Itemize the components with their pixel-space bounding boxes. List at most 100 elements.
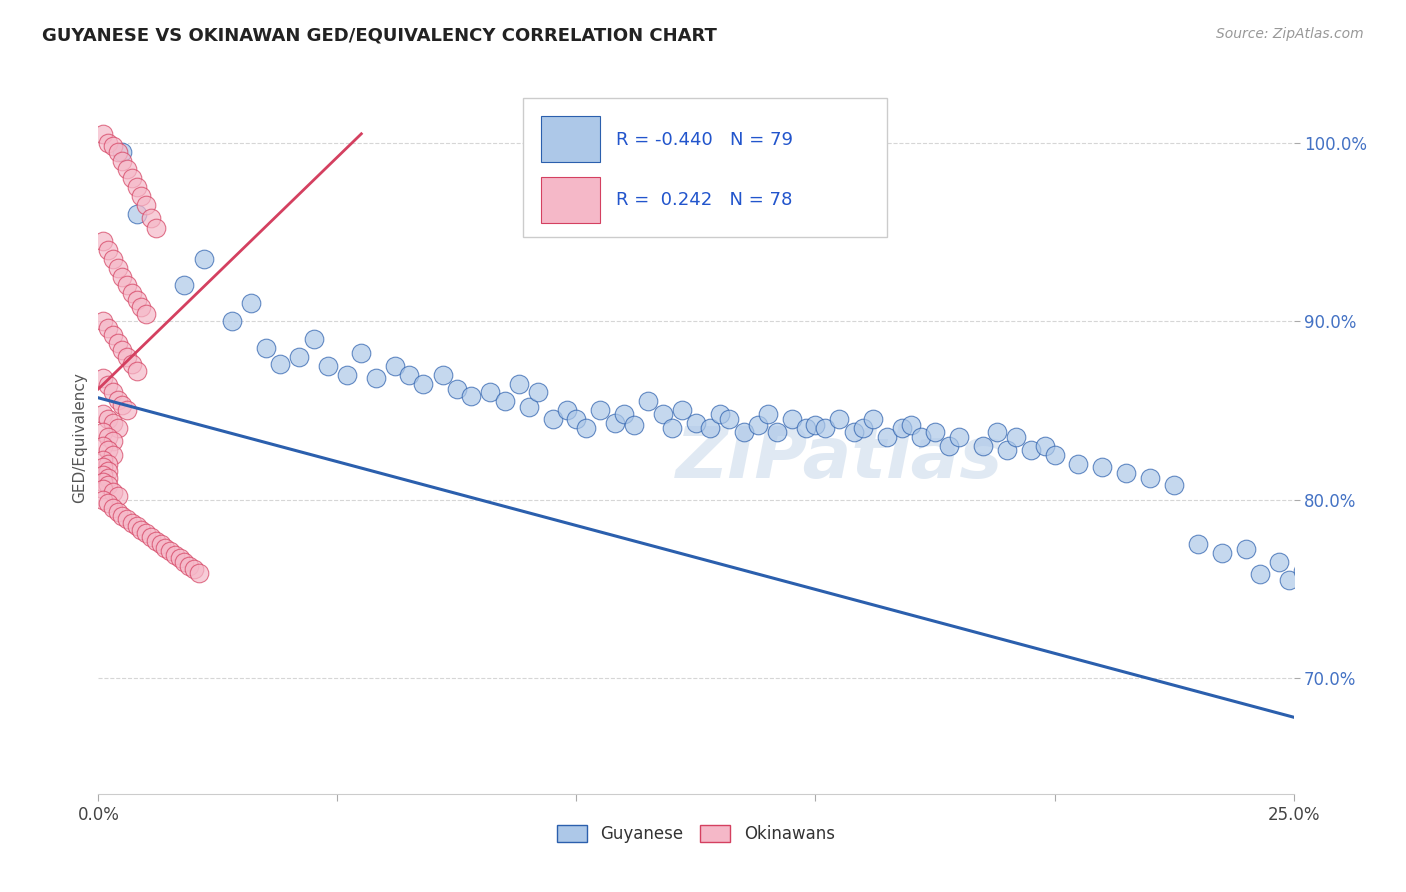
Point [115,512,138,526]
Point [613,407,636,421]
Point [876,430,898,444]
Point [91,407,114,421]
Point [828,412,851,426]
Point [115,162,138,177]
Point [555,403,578,417]
Point [221,314,243,328]
Point [131,523,153,537]
Point [288,350,311,364]
Point [107,421,129,435]
Point [350,346,373,360]
Point [995,442,1018,457]
Text: ZIPatlas: ZIPatlas [676,424,1002,493]
Point [121,285,143,300]
Point [651,407,673,421]
Point [862,412,884,426]
Point [101,385,124,400]
Point [527,385,550,400]
Point [910,430,932,444]
Point [1115,466,1137,480]
Point [756,407,779,421]
Point [97,496,120,510]
Point [97,442,120,457]
Point [111,145,134,159]
Point [494,394,516,409]
Text: R =  0.242   N = 78: R = 0.242 N = 78 [616,191,792,209]
Point [101,328,124,343]
Point [302,332,325,346]
Point [125,293,148,307]
Point [747,417,769,432]
Point [115,278,138,293]
Point [107,489,129,503]
Point [575,421,598,435]
Point [187,566,209,580]
Point [240,296,263,310]
Point [766,425,789,439]
Point [111,343,134,357]
Point [101,416,124,430]
Point [125,364,148,378]
Point [1163,478,1185,492]
Point [115,350,138,364]
Point [780,412,803,426]
Point [709,407,731,421]
Point [145,533,167,548]
Point [107,145,129,159]
Point [623,417,645,432]
Point [814,421,837,435]
Point [91,439,114,453]
Point [107,260,129,275]
Point [718,412,741,426]
Point [91,234,114,248]
Point [97,478,120,492]
Point [91,460,114,475]
Point [173,555,195,569]
Point [794,421,817,435]
Point [460,389,482,403]
Point [101,252,124,266]
Point [804,417,827,432]
Point [97,378,120,392]
Text: GUYANESE VS OKINAWAN GED/EQUIVALENCY CORRELATION CHART: GUYANESE VS OKINAWAN GED/EQUIVALENCY COR… [42,27,717,45]
Point [121,171,143,186]
Point [986,425,1008,439]
Point [1005,430,1028,444]
Point [97,321,120,335]
Point [699,421,721,435]
Point [91,453,114,467]
Point [155,541,177,555]
Point [107,392,129,407]
Point [111,508,134,523]
Y-axis label: GED/Equivalency: GED/Equivalency [72,372,87,502]
Point [384,359,406,373]
Point [733,425,755,439]
Point [1268,555,1291,569]
Point [135,198,157,212]
Point [159,544,181,558]
Point [121,516,143,530]
Point [91,492,114,507]
Legend: Guyanese, Okinawans: Guyanese, Okinawans [551,818,841,850]
Point [508,376,530,391]
Point [1043,448,1066,462]
Point [269,357,291,371]
Point [1139,471,1161,485]
Point [938,439,960,453]
Point [412,376,434,391]
Point [479,385,502,400]
Point [91,371,114,385]
Point [111,269,134,284]
Point [254,341,277,355]
Point [924,425,946,439]
Point [111,153,134,168]
Point [91,475,114,489]
Point [97,457,120,471]
Point [1091,460,1114,475]
Point [97,243,120,257]
Point [948,430,970,444]
Point [125,180,148,194]
Point [135,307,157,321]
Point [1019,442,1042,457]
Point [661,421,683,435]
